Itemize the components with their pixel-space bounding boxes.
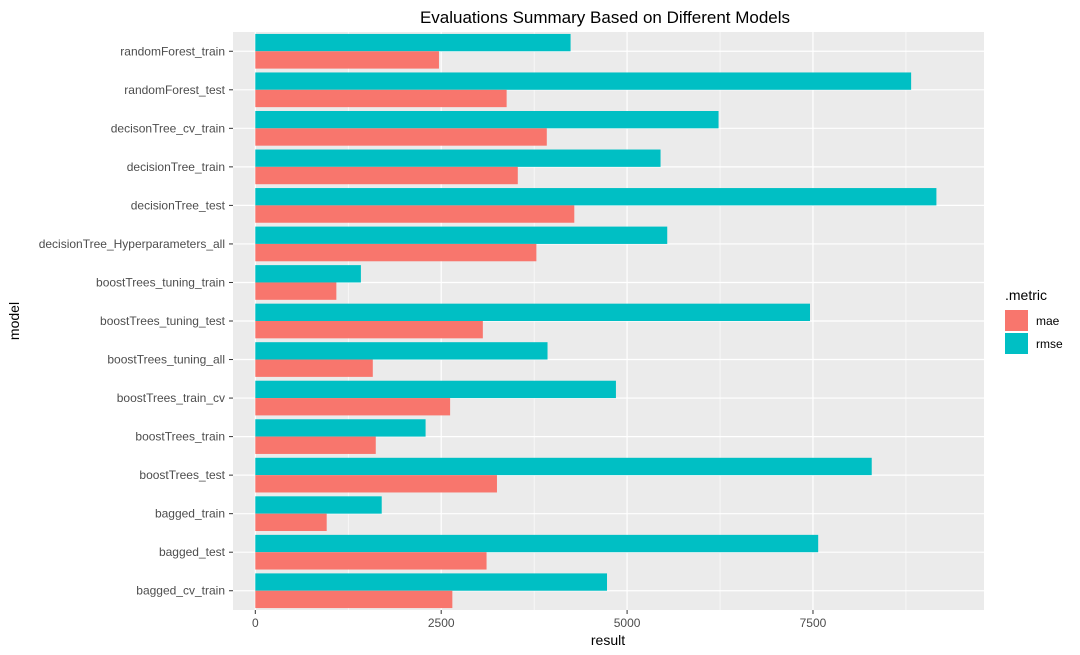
y-tick-label: boostTrees_tuning_train [96, 275, 225, 289]
bar-mae-decisiontree-hyperparameters-all [255, 243, 537, 262]
chart-title: Evaluations Summary Based on Different M… [420, 8, 790, 27]
y-tick-label: boostTrees_tuning_test [100, 314, 226, 328]
y-tick-label: boostTrees_train_cv [117, 391, 225, 405]
bar-rmse-randomforest-train [255, 33, 571, 52]
bar-mae-boosttrees-tuning-train [255, 282, 337, 300]
bar-rmse-boosttrees-tuning-train [255, 265, 361, 283]
legend-key-rmse [1005, 333, 1028, 354]
y-axis: randomForest_train randomForest_testdecis… [39, 44, 233, 598]
y-axis-title: model [6, 302, 22, 340]
x-tick-label: 5000 [614, 616, 641, 630]
legend-label-mae: mae [1036, 314, 1060, 328]
bar-rmse-decisiontree-train [255, 149, 661, 167]
bar-mae-boosttrees-train [255, 436, 376, 454]
legend-label-rmse: rmse [1036, 337, 1063, 351]
x-axis: 0 2500 5000 7500 [252, 610, 827, 630]
x-tick-label: 0 [252, 616, 259, 630]
legend-title: .metric [1005, 287, 1047, 303]
bar-mae-bagged-test [255, 552, 487, 570]
bar-mae-randomforest-test [255, 89, 507, 108]
y-tick-label: boostTrees_train [135, 430, 225, 444]
bar-rmse-decisontree-cv-train [255, 110, 719, 129]
x-tick-label: 7500 [800, 616, 827, 630]
bar-mae-boosttrees-test [255, 475, 497, 493]
bar-rmse-decisiontree-hyperparameters-all [255, 226, 668, 244]
bar-mae-boosttrees-tuning-test [255, 321, 483, 339]
bars-layer [255, 33, 937, 609]
y-tick-label: decisonTree_cv_train [111, 121, 225, 135]
y-tick-label: bagged_cv_train [136, 584, 225, 598]
bar-rmse-boosttrees-tuning-all [255, 342, 548, 360]
bar-mae-boosttrees-train-cv [255, 398, 451, 416]
x-tick-label: 2500 [428, 616, 455, 630]
y-tick-label: decisionTree_train [127, 160, 225, 174]
bar-rmse-decisiontree-test [255, 188, 937, 206]
y-tick-label: boostTrees_tuning_all [107, 353, 225, 367]
y-tick-label: randomForest_train [120, 44, 225, 58]
bar-rmse-randomforest-test [255, 72, 912, 90]
y-tick-label: randomForest_test [124, 83, 225, 97]
bar-mae-decisontree-cv-train [255, 128, 547, 146]
bar-mae-randomforest-train [255, 51, 439, 69]
bar-rmse-boosttrees-tuning-test [255, 303, 811, 321]
bar-mae-bagged-cv-train [255, 590, 453, 609]
legend-key-mae [1005, 310, 1028, 331]
y-tick-label: decisionTree_Hyperparameters_all [39, 237, 225, 251]
bar-rmse-boosttrees-train [255, 419, 426, 437]
legend-items: mae rmse [1005, 310, 1063, 354]
x-axis-title: result [591, 632, 625, 648]
y-tick-label: bagged_train [155, 507, 225, 521]
bar-mae-decisiontree-train [255, 166, 518, 185]
y-tick-label: boostTrees_test [139, 468, 225, 482]
y-tick-label: bagged_test [159, 545, 226, 559]
bar-rmse-bagged-train [255, 496, 382, 514]
bar-rmse-bagged-test [255, 534, 819, 553]
bar-rmse-boosttrees-test [255, 457, 872, 476]
bar-mae-boosttrees-tuning-all [255, 359, 373, 377]
bar-mae-decisiontree-test [255, 205, 575, 223]
legend: .metric mae rmse [1005, 287, 1063, 354]
bar-mae-bagged-train [255, 513, 327, 532]
y-tick-label: decisionTree_test [131, 198, 226, 212]
bar-rmse-bagged-cv-train [255, 573, 608, 591]
bar-rmse-boosttrees-train-cv [255, 380, 616, 399]
